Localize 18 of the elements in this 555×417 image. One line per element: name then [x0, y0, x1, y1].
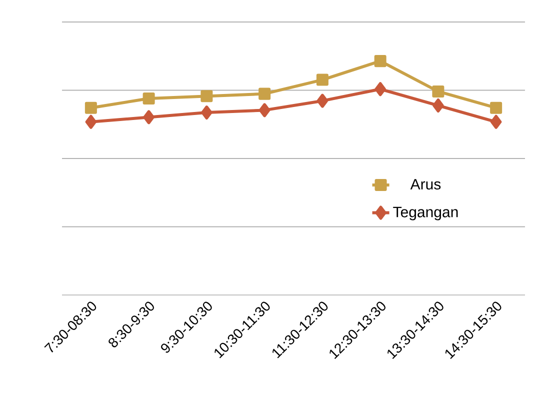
point	[374, 82, 386, 96]
point	[84, 102, 97, 114]
point	[142, 92, 155, 104]
point	[143, 110, 154, 124]
legend-label: Arus	[410, 179, 441, 190]
point	[316, 94, 328, 108]
point	[432, 85, 444, 98]
point	[316, 74, 328, 86]
point	[490, 114, 502, 129]
legend-label: Tegangan	[393, 206, 458, 220]
point	[201, 106, 212, 120]
point	[258, 103, 270, 118]
point	[200, 90, 213, 102]
point	[490, 102, 502, 114]
point	[258, 88, 271, 100]
point	[85, 114, 97, 129]
point	[432, 98, 444, 113]
point	[374, 55, 386, 68]
